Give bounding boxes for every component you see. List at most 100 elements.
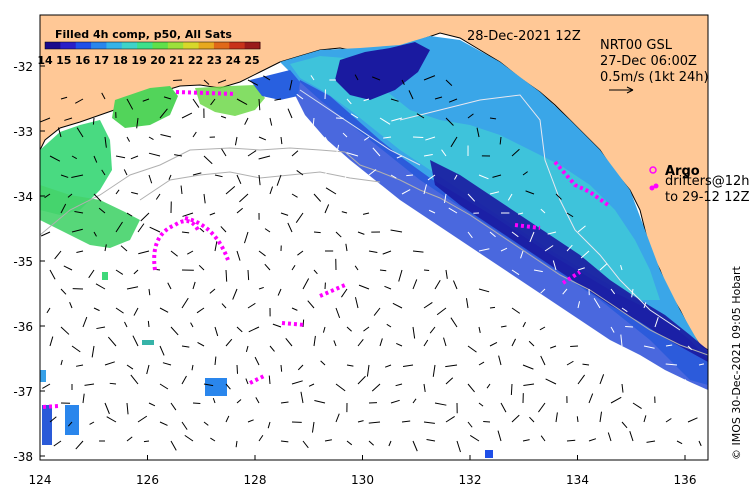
sst-speck	[65, 405, 79, 435]
current-arrow	[313, 269, 318, 275]
current-arrow	[60, 174, 69, 178]
current-arrow	[71, 174, 84, 178]
colorbar-tick-label: 20	[150, 54, 166, 67]
current-arrow	[247, 79, 259, 86]
current-arrow	[203, 383, 214, 387]
x-tick-label: 124	[29, 473, 52, 487]
current-arrow	[296, 170, 304, 176]
y-tick-label: -37	[13, 385, 33, 399]
current-arrow	[412, 250, 424, 253]
drifter-tracks	[42, 90, 610, 409]
current-arrow	[107, 336, 117, 347]
current-arrow	[76, 250, 84, 253]
current-arrow	[310, 75, 315, 81]
current-arrow	[280, 136, 283, 145]
y-tick-label: -36	[13, 320, 33, 334]
current-arrow	[106, 416, 117, 423]
argo-marker-icon	[649, 166, 657, 174]
current-arrow	[148, 174, 153, 184]
x-tick-label: 130	[351, 473, 374, 487]
current-arrow	[167, 282, 172, 290]
current-arrow	[93, 193, 102, 202]
y-tick-label: -35	[13, 255, 33, 269]
current-arrow	[93, 155, 98, 163]
current-arrow	[533, 305, 546, 309]
current-arrow	[170, 250, 178, 257]
current-arrow	[126, 436, 133, 442]
current-arrow	[423, 153, 433, 157]
current-arrow	[91, 345, 95, 358]
current-arrow	[67, 193, 73, 198]
current-arrow	[287, 108, 293, 119]
colorbar-tick-label: 19	[131, 54, 146, 67]
current-arrow	[181, 375, 187, 385]
current-arrow	[599, 411, 603, 423]
current-arrow	[254, 356, 260, 366]
current-arrow	[126, 136, 131, 142]
current-arrow	[523, 383, 535, 386]
current-arrow	[607, 432, 612, 442]
current-arrow	[368, 421, 381, 424]
current-arrow	[126, 98, 134, 110]
current-arrow	[220, 115, 227, 119]
x-tick-label: 128	[244, 473, 267, 487]
current-arrow	[610, 288, 616, 295]
current-arrow	[209, 288, 216, 294]
current-arrow	[302, 131, 305, 138]
current-arrow	[269, 345, 275, 352]
colorbar-outline	[44, 41, 261, 50]
current-arrow	[84, 383, 95, 386]
current-arrow	[313, 335, 316, 347]
colorbar-swatch	[45, 42, 61, 49]
current-arrow	[60, 326, 70, 335]
current-arrow	[311, 421, 315, 433]
sst-dark-core	[335, 42, 430, 100]
current-arrow	[335, 231, 342, 238]
current-arrow	[354, 297, 359, 309]
current-arrow	[445, 416, 455, 423]
altimetry-label-1: NRT00 GSL	[600, 38, 673, 53]
current-arrow	[350, 113, 359, 119]
current-arrow	[423, 383, 426, 392]
current-arrow	[120, 245, 128, 252]
current-arrow	[302, 440, 309, 449]
current-arrow	[133, 307, 139, 316]
current-arrow	[182, 212, 194, 217]
current-arrow	[236, 174, 242, 184]
current-arrow	[386, 323, 392, 328]
current-arrow	[486, 383, 491, 389]
current-arrow	[53, 440, 62, 447]
current-arrow	[181, 112, 193, 119]
current-arrow	[225, 269, 228, 282]
current-arrow	[173, 79, 183, 82]
current-arrow	[610, 364, 621, 373]
current-arrow	[346, 152, 359, 157]
colorbar-swatches	[44, 41, 261, 50]
current-arrow	[346, 98, 352, 105]
current-arrow	[379, 338, 383, 347]
current-arrow	[676, 440, 683, 445]
colorbar-tick-label: 14	[37, 54, 53, 67]
current-arrow	[522, 171, 528, 176]
current-arrow	[196, 307, 205, 314]
current-arrow	[511, 307, 521, 314]
current-arrow	[148, 152, 161, 157]
current-arrow	[489, 341, 498, 347]
drifters-label-2: to 29-12 12Z	[665, 190, 750, 205]
current-arrow	[445, 377, 454, 385]
current-arrow	[357, 420, 364, 423]
current-arrow	[538, 402, 546, 413]
current-arrow	[498, 355, 502, 366]
current-arrow	[335, 307, 341, 319]
current-arrow	[390, 98, 399, 102]
current-arrow	[170, 440, 177, 451]
current-arrow	[49, 155, 61, 162]
current-arrow	[71, 228, 83, 233]
current-arrow	[148, 402, 156, 407]
current-arrow	[163, 96, 172, 100]
drifter-track	[42, 404, 59, 409]
current-arrow	[308, 383, 315, 387]
drifter-track	[281, 321, 306, 327]
current-arrow	[160, 134, 172, 138]
current-arrow	[445, 269, 448, 279]
